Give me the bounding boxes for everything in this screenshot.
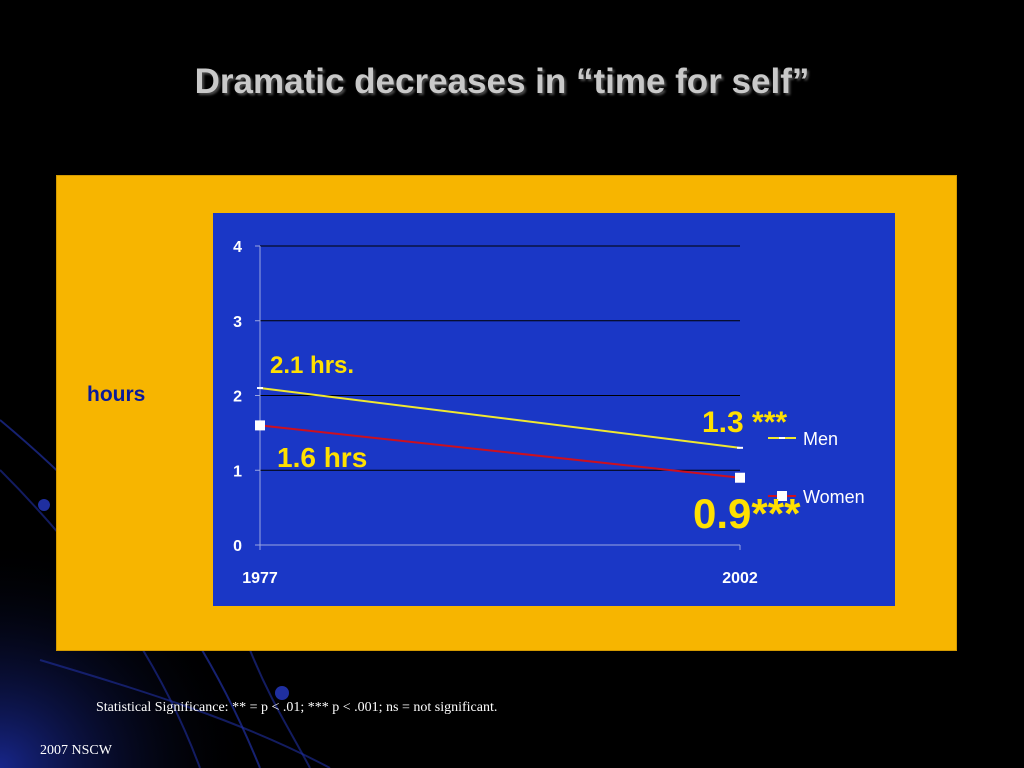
y-tick-label-2: 2 — [233, 389, 242, 406]
series-line-men — [259, 387, 741, 449]
y-axis-label: hours — [87, 383, 146, 406]
source-label: 2007 NSCW — [40, 743, 112, 758]
plot-area — [213, 213, 895, 606]
y-tick-label-4: 4 — [233, 239, 242, 256]
y-tick-label-3: 3 — [233, 314, 242, 331]
annotation-women-1977: 1.6 hrs — [277, 442, 367, 473]
x-tick-label-1977: 1977 — [242, 570, 278, 587]
legend-label-women: Women — [803, 487, 865, 507]
annotation-men-1977: 2.1 hrs. — [270, 352, 354, 379]
annotation-women-2002: 0.9*** — [693, 490, 801, 537]
legend-marker-women — [777, 491, 787, 501]
point-women-2002 — [735, 472, 745, 483]
legend-label-men: Men — [803, 429, 838, 449]
x-tick-label-2002: 2002 — [722, 570, 758, 587]
annotation-men-2002: 1.3 *** — [702, 406, 787, 439]
footnote: Statistical Significance: ** = p < .01; … — [96, 700, 498, 715]
slide-title: Dramatic decreases in “time for self” — [194, 62, 810, 101]
y-tick-label-0: 0 — [233, 538, 242, 555]
point-women-1977 — [255, 420, 265, 431]
y-tick-label-1: 1 — [233, 463, 242, 480]
series-line-women — [259, 424, 741, 479]
